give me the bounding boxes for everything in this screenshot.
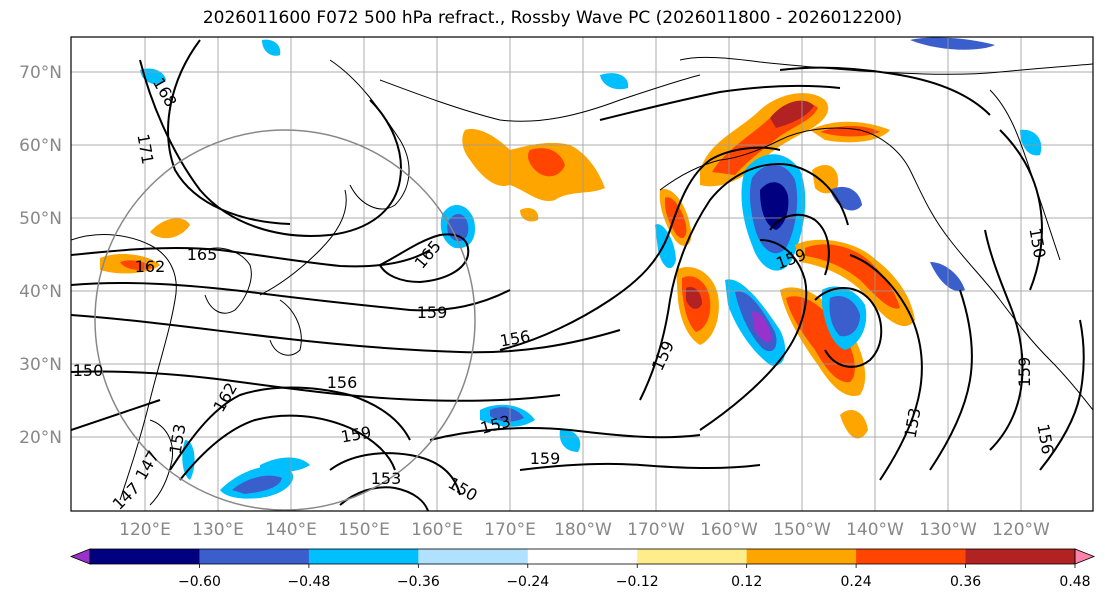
colorbar-segment bbox=[637, 549, 748, 564]
shade-blob bbox=[490, 407, 524, 422]
contour-label: 156 bbox=[327, 373, 358, 392]
colorbar-tick-label: 0.24 bbox=[841, 574, 872, 590]
latitude-label: 30°N bbox=[19, 355, 62, 375]
colorbar-outline bbox=[89, 548, 1076, 565]
longitude-label: 130°W bbox=[919, 520, 977, 540]
shade-blob bbox=[527, 148, 565, 177]
longitude-label: 120°W bbox=[992, 520, 1050, 540]
colorbar-tick-label: 0.36 bbox=[950, 574, 981, 590]
colorbar-segment bbox=[199, 549, 310, 564]
colorbar-segment bbox=[418, 549, 529, 564]
plot-title: 2026011600 F072 500 hPa refract., Rossby… bbox=[202, 8, 903, 28]
colorbar-tick-label: −0.48 bbox=[287, 574, 330, 590]
shade-blob bbox=[120, 260, 152, 270]
longitude-label: 150°W bbox=[773, 520, 831, 540]
colorbar-segment bbox=[856, 549, 967, 564]
contour-label: 162 bbox=[135, 257, 166, 276]
colorbar-extend-low bbox=[69, 548, 91, 565]
colorbar-tick-label: 0.48 bbox=[1059, 574, 1090, 590]
shade-blob bbox=[260, 457, 310, 473]
longitude-label: 120°E bbox=[119, 520, 171, 540]
colorbar-segment bbox=[527, 549, 638, 564]
colorbar-tick-label: −0.12 bbox=[616, 574, 659, 590]
shade-blob bbox=[655, 224, 676, 269]
shade-blob bbox=[150, 218, 190, 239]
latitude-label: 40°N bbox=[19, 282, 62, 302]
colorbar-segment bbox=[308, 549, 419, 564]
shade-blob bbox=[559, 429, 581, 452]
latitude-labels: 70°N 60°N 50°N 40°N 30°N 20°N bbox=[19, 63, 62, 448]
colorbar-tick-label: −0.36 bbox=[397, 574, 440, 590]
longitude-label: 160°E bbox=[411, 520, 463, 540]
contour-label: 159 bbox=[530, 449, 561, 468]
shade-blob bbox=[795, 239, 915, 327]
longitude-label: 140°W bbox=[846, 520, 904, 540]
contour-label: 150 bbox=[73, 361, 104, 380]
shade-blob bbox=[1020, 129, 1042, 156]
shade-blob bbox=[830, 186, 862, 211]
shading-layer bbox=[100, 37, 1042, 499]
contour-label: 153 bbox=[371, 469, 402, 488]
coastlines bbox=[71, 56, 1093, 506]
colorbar-tick-label: −0.60 bbox=[178, 574, 221, 590]
longitude-label: 170°W bbox=[627, 520, 685, 540]
contour-label: 165 bbox=[187, 245, 218, 264]
colorbar-extend-high bbox=[1074, 548, 1096, 565]
colorbar: −0.60 −0.48 −0.36 −0.24 −0.12 0.12 0.24 0.36 0.4… bbox=[69, 548, 1096, 590]
shade-blob bbox=[752, 311, 772, 343]
contour-lines bbox=[71, 39, 1085, 511]
longitude-labels: 120°E 130°E 140°E 150°E 160°E 170°E 180°W 170°W… bbox=[119, 520, 1050, 540]
latitude-label: 60°N bbox=[19, 136, 62, 156]
longitude-label: 140°E bbox=[265, 520, 317, 540]
colorbar-tick-label: 0.12 bbox=[731, 574, 762, 590]
longitude-label: 150°E bbox=[338, 520, 390, 540]
shade-blob bbox=[770, 100, 814, 128]
shade-blob bbox=[600, 73, 629, 90]
colorbar-segment bbox=[965, 549, 1076, 564]
colorbar-segment bbox=[90, 549, 200, 564]
latitude-label: 20°N bbox=[19, 428, 62, 448]
graticule bbox=[71, 37, 1093, 511]
colorbar-tick-label: −0.24 bbox=[506, 574, 549, 590]
shade-blob bbox=[820, 126, 880, 137]
latitude-label: 70°N bbox=[19, 63, 62, 83]
shade-blob bbox=[910, 37, 995, 50]
shade-blob bbox=[840, 410, 868, 439]
contour-label: 159 bbox=[1015, 357, 1034, 388]
longitude-label: 130°E bbox=[192, 520, 244, 540]
shade-blob bbox=[686, 286, 702, 309]
latitude-label: 50°N bbox=[19, 209, 62, 229]
shade-blob bbox=[829, 295, 860, 337]
shade-blob bbox=[262, 39, 281, 56]
colorbar-segment bbox=[746, 549, 857, 564]
shade-blob bbox=[812, 165, 839, 194]
map-border bbox=[70, 36, 1094, 512]
longitude-label: 160°W bbox=[700, 520, 758, 540]
shade-blob bbox=[182, 440, 195, 480]
longitude-label: 180°W bbox=[554, 520, 612, 540]
longitude-label: 170°E bbox=[484, 520, 536, 540]
contour-label: 159 bbox=[417, 303, 448, 322]
shade-blob bbox=[232, 475, 282, 494]
projection-circle bbox=[94, 129, 476, 511]
